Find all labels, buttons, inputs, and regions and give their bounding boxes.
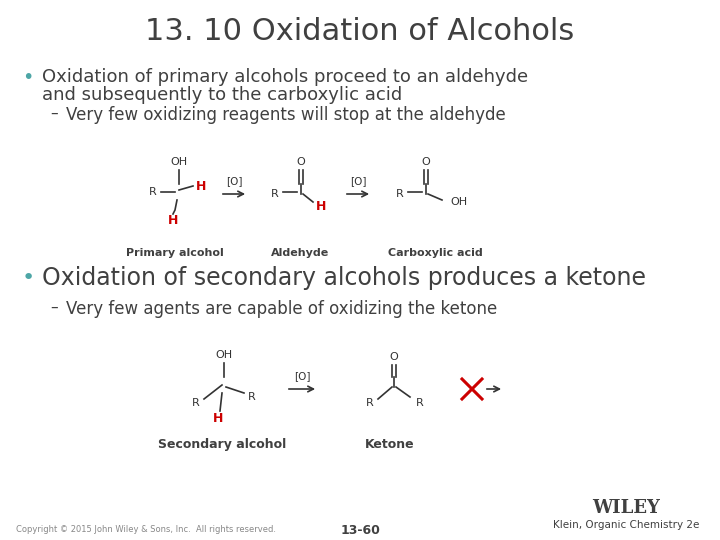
- Text: H: H: [168, 213, 178, 226]
- Text: R: R: [366, 398, 374, 408]
- Text: R: R: [416, 398, 424, 408]
- Text: –: –: [50, 300, 58, 315]
- Text: Klein, Organic Chemistry 2e: Klein, Organic Chemistry 2e: [553, 520, 699, 530]
- Text: R: R: [192, 398, 200, 408]
- Text: Very few oxidizing reagents will stop at the aldehyde: Very few oxidizing reagents will stop at…: [66, 106, 505, 124]
- Text: O: O: [422, 157, 431, 167]
- Text: R: R: [149, 187, 157, 197]
- Text: OH: OH: [450, 197, 467, 207]
- Text: Copyright © 2015 John Wiley & Sons, Inc.  All rights reserved.: Copyright © 2015 John Wiley & Sons, Inc.…: [16, 525, 276, 535]
- Text: 13. 10 Oxidation of Alcohols: 13. 10 Oxidation of Alcohols: [145, 17, 575, 46]
- Text: H: H: [213, 413, 223, 426]
- Text: Carboxylic acid: Carboxylic acid: [387, 248, 482, 258]
- Text: Primary alcohol: Primary alcohol: [126, 248, 224, 258]
- Text: Secondary alcohol: Secondary alcohol: [158, 438, 286, 451]
- Text: OH: OH: [171, 157, 188, 167]
- Text: Oxidation of secondary alcohols produces a ketone: Oxidation of secondary alcohols produces…: [42, 266, 646, 290]
- Text: 13-60: 13-60: [340, 523, 380, 537]
- Text: R: R: [271, 189, 279, 199]
- Text: and subsequently to the carboxylic acid: and subsequently to the carboxylic acid: [42, 86, 402, 104]
- Text: H: H: [196, 179, 206, 192]
- Text: –: –: [50, 106, 58, 121]
- Text: Ketone: Ketone: [365, 438, 415, 451]
- Text: O: O: [390, 352, 398, 362]
- Text: Aldehyde: Aldehyde: [271, 248, 329, 258]
- Text: [O]: [O]: [226, 176, 242, 186]
- Text: Oxidation of primary alcohols proceed to an aldehyde: Oxidation of primary alcohols proceed to…: [42, 68, 528, 86]
- Text: O: O: [297, 157, 305, 167]
- Text: WILEY: WILEY: [592, 499, 660, 517]
- Text: Very few agents are capable of oxidizing the ketone: Very few agents are capable of oxidizing…: [66, 300, 498, 318]
- Text: R: R: [396, 189, 404, 199]
- Text: H: H: [316, 199, 326, 213]
- Text: •: •: [22, 68, 33, 87]
- Text: R: R: [248, 392, 256, 402]
- Text: [O]: [O]: [294, 371, 310, 381]
- Text: OH: OH: [215, 350, 233, 360]
- Text: [O]: [O]: [350, 176, 366, 186]
- Text: •: •: [22, 268, 35, 288]
